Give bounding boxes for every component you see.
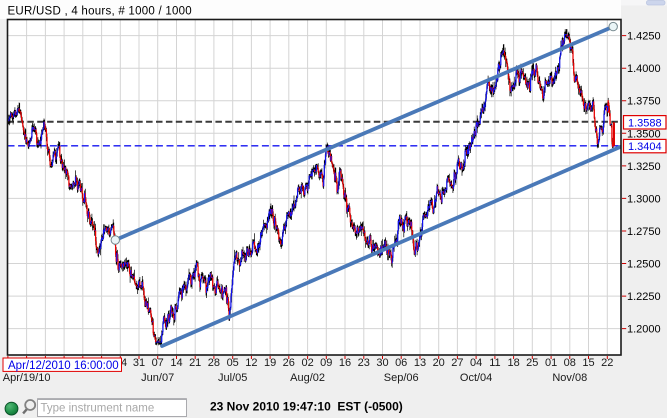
svg-text:Apr/19/10: Apr/19/10 [3,372,51,384]
svg-text:15: 15 [582,357,594,369]
svg-text:22: 22 [601,357,613,369]
svg-text:18: 18 [507,357,519,369]
svg-text:23: 23 [358,357,370,369]
svg-text:1.3000: 1.3000 [627,193,661,205]
svg-text:11: 11 [489,357,500,369]
svg-text:06: 06 [395,357,407,369]
svg-text:08: 08 [564,357,576,369]
svg-text:1.4250: 1.4250 [627,31,661,43]
svg-text:21: 21 [189,357,201,369]
svg-text:02: 02 [301,357,313,369]
svg-text:16: 16 [339,357,351,369]
svg-text:25: 25 [526,357,538,369]
svg-text:1.2750: 1.2750 [627,226,661,238]
svg-text:20: 20 [433,357,445,369]
svg-text:12: 12 [245,357,257,369]
svg-text:Jul/05: Jul/05 [218,372,247,384]
svg-text:27: 27 [451,357,463,369]
svg-text:4: 4 [121,357,127,369]
svg-text:Oct/04: Oct/04 [460,372,492,384]
svg-text:EUR/USD , 4 hours, # 1000 / 10: EUR/USD , 4 hours, # 1000 / 1000 [8,6,192,18]
svg-text:05: 05 [227,357,239,369]
svg-text:09: 09 [320,357,332,369]
svg-text:1.2500: 1.2500 [627,259,661,271]
svg-text:1.3750: 1.3750 [627,96,661,108]
svg-text:1.4000: 1.4000 [627,63,661,75]
svg-text:Apr/12/2010 16:00:00: Apr/12/2010 16:00:00 [8,360,119,372]
svg-text:26: 26 [283,357,295,369]
svg-text:07: 07 [152,357,164,369]
svg-text:1.3250: 1.3250 [627,161,661,173]
svg-text:1.3500: 1.3500 [627,128,661,140]
svg-text:04: 04 [470,357,482,369]
svg-text:Sep/06: Sep/06 [384,372,419,384]
svg-text:30: 30 [376,357,388,369]
svg-text:1.3404: 1.3404 [628,141,662,153]
svg-text:28: 28 [208,357,220,369]
svg-text:14: 14 [170,357,182,369]
svg-text:31: 31 [133,357,145,369]
svg-text:Aug/02: Aug/02 [290,372,325,384]
svg-text:19: 19 [264,357,276,369]
svg-text:23 Nov 2010 19:47:10 EST (-05: 23 Nov 2010 19:47:10 EST (-0500) [210,400,403,414]
svg-text:1.2250: 1.2250 [627,291,661,303]
svg-text:Nov/08: Nov/08 [552,372,587,384]
svg-text:1.3588: 1.3588 [628,117,662,129]
svg-text:Type instrument name: Type instrument name [41,402,155,414]
svg-text:Jun/07: Jun/07 [141,372,174,384]
svg-text:01: 01 [545,357,557,369]
svg-text:1.2000: 1.2000 [627,324,661,336]
svg-text:13: 13 [414,357,426,369]
